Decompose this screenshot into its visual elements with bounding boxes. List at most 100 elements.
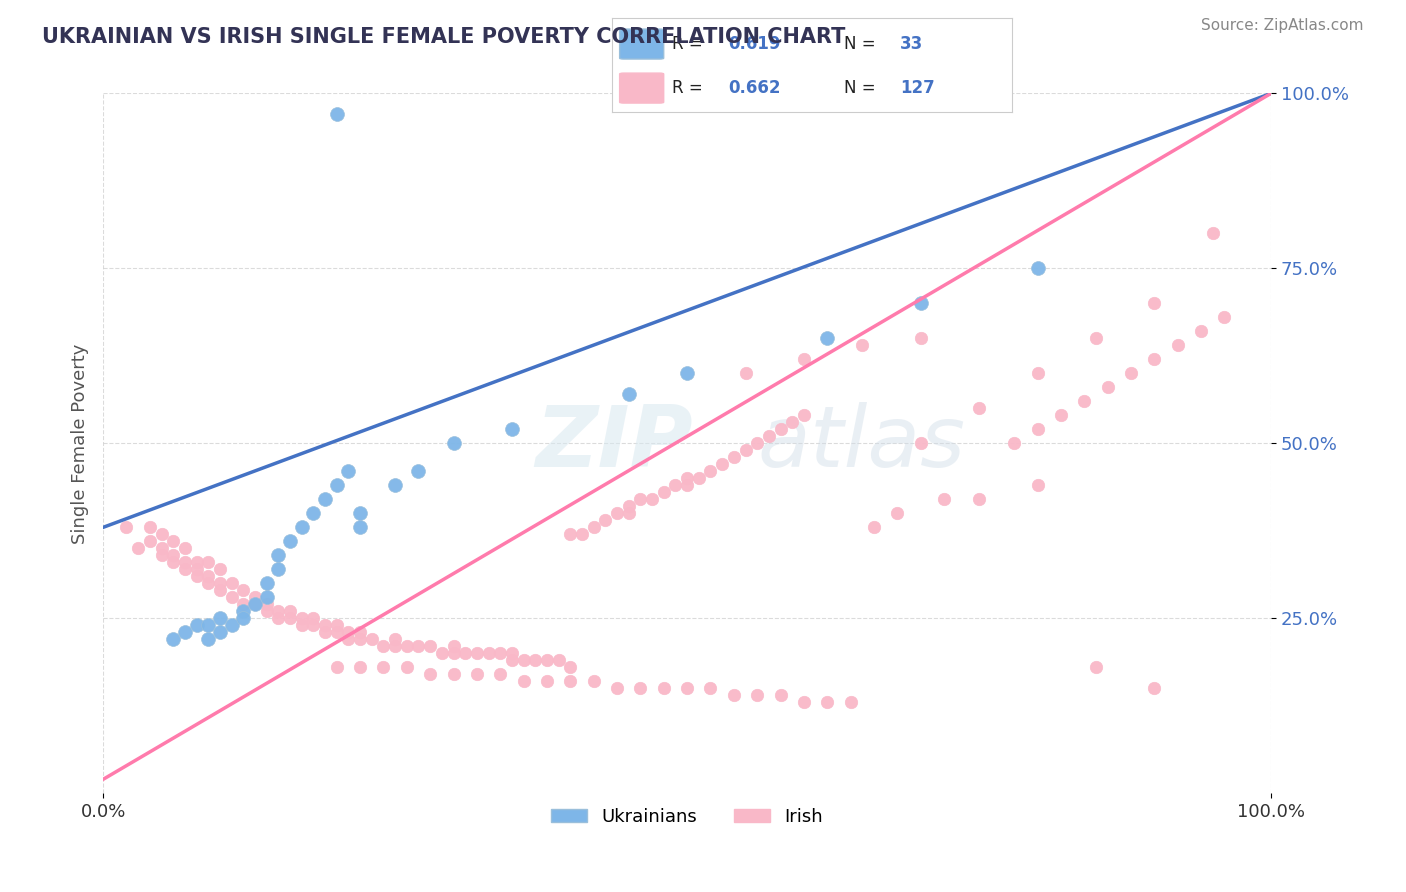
Point: [547, 653, 569, 667]
Point: [314, 625, 336, 640]
Point: [1026, 422, 1049, 436]
Point: [278, 611, 301, 625]
Point: [373, 640, 395, 654]
Point: [314, 492, 336, 507]
Point: [1026, 367, 1049, 381]
Point: [465, 667, 488, 681]
Point: [688, 471, 710, 485]
Text: 0.619: 0.619: [728, 35, 780, 53]
Point: [465, 646, 488, 660]
Point: [173, 562, 195, 576]
Point: [606, 507, 628, 521]
Point: [186, 555, 208, 569]
Point: [408, 464, 430, 478]
Point: [232, 611, 254, 625]
Point: [793, 352, 815, 367]
Point: [221, 591, 243, 605]
Point: [302, 507, 325, 521]
Point: [910, 331, 932, 345]
Point: [747, 689, 769, 703]
Point: [1202, 227, 1225, 241]
Point: [208, 611, 231, 625]
Point: [1002, 436, 1025, 450]
Point: [208, 583, 231, 598]
Point: [699, 464, 721, 478]
Point: [384, 478, 406, 492]
Point: [617, 500, 640, 514]
Point: [747, 436, 769, 450]
Point: [536, 653, 558, 667]
Point: [186, 569, 208, 583]
Point: [780, 415, 803, 429]
Point: [232, 583, 254, 598]
Point: [560, 674, 582, 689]
Point: [186, 618, 208, 632]
Point: [443, 436, 465, 450]
Point: [349, 625, 371, 640]
Point: [337, 632, 360, 647]
Point: [384, 640, 406, 654]
Text: R =: R =: [672, 35, 707, 53]
Point: [664, 478, 686, 492]
Point: [1073, 394, 1095, 409]
Point: [606, 681, 628, 696]
Point: [582, 674, 605, 689]
Point: [501, 646, 523, 660]
Point: [314, 618, 336, 632]
Point: [395, 640, 418, 654]
Point: [197, 555, 219, 569]
Point: [582, 520, 605, 534]
Point: [1050, 409, 1073, 423]
Point: [815, 695, 838, 709]
Point: [360, 632, 382, 647]
Point: [910, 296, 932, 310]
Point: [291, 618, 314, 632]
Point: [793, 695, 815, 709]
Point: [1143, 296, 1166, 310]
Point: [839, 695, 862, 709]
Point: [197, 632, 219, 647]
Point: [349, 520, 371, 534]
Point: [1167, 338, 1189, 352]
Point: [302, 611, 325, 625]
Point: [769, 689, 792, 703]
Point: [243, 591, 266, 605]
Point: [302, 618, 325, 632]
Text: 0.662: 0.662: [728, 79, 780, 97]
Point: [443, 640, 465, 654]
FancyBboxPatch shape: [620, 29, 664, 59]
Point: [512, 653, 534, 667]
Point: [395, 660, 418, 674]
Point: [560, 527, 582, 541]
Point: [676, 471, 699, 485]
Point: [267, 549, 290, 563]
Point: [267, 562, 290, 576]
Point: [349, 507, 371, 521]
Text: ZIP: ZIP: [536, 402, 693, 485]
Point: [676, 367, 699, 381]
Point: [162, 555, 184, 569]
Point: [699, 681, 721, 696]
Point: [723, 689, 745, 703]
Point: [267, 611, 290, 625]
Point: [571, 527, 593, 541]
Point: [1026, 478, 1049, 492]
Point: [734, 443, 756, 458]
Point: [454, 646, 477, 660]
Legend: Ukrainians, Irish: Ukrainians, Irish: [544, 801, 830, 833]
Point: [617, 387, 640, 401]
Point: [243, 598, 266, 612]
Point: [501, 653, 523, 667]
Point: [932, 492, 955, 507]
Point: [560, 660, 582, 674]
Point: [641, 492, 664, 507]
Point: [337, 625, 360, 640]
Point: [373, 660, 395, 674]
Point: [173, 625, 195, 640]
Point: [769, 422, 792, 436]
Point: [208, 576, 231, 591]
Point: [419, 640, 441, 654]
Point: [197, 569, 219, 583]
Point: [652, 681, 675, 696]
Point: [325, 660, 347, 674]
